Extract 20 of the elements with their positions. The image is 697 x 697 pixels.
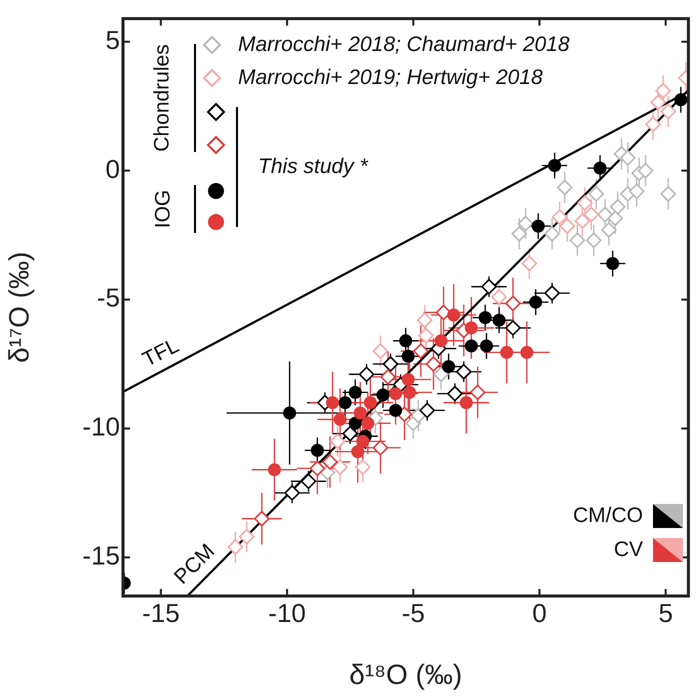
- x-tick-label: -15: [142, 598, 180, 628]
- annotation: Chondrules: [151, 44, 175, 152]
- annotation: CV: [614, 538, 643, 562]
- x-tick-label: 0: [532, 598, 547, 628]
- y-tick-label: -15: [82, 540, 120, 571]
- annotation: This study *: [258, 155, 368, 179]
- annotation: TFL: [139, 334, 183, 372]
- x-tick-label: -5: [402, 598, 425, 628]
- x-axis-title: δ¹⁸O (‰): [349, 658, 462, 690]
- y-tick-label: 5: [106, 24, 120, 55]
- annotation: CM/CO: [573, 504, 643, 528]
- x-tick-label: -10: [268, 598, 306, 628]
- y-axis-title: δ¹⁷O (‰): [4, 252, 35, 363]
- legend-label: Marrocchi+ 2018; Chaumard+ 2018: [238, 33, 570, 57]
- legend-label: Marrocchi+ 2019; Hertwig+ 2018: [238, 66, 543, 90]
- y-tick-label: 0: [106, 154, 120, 184]
- annotation: IOG: [151, 190, 175, 228]
- y-tick-label: -5: [96, 282, 120, 313]
- y-tick-label: -10: [82, 412, 120, 442]
- x-tick-label: 5: [658, 598, 673, 628]
